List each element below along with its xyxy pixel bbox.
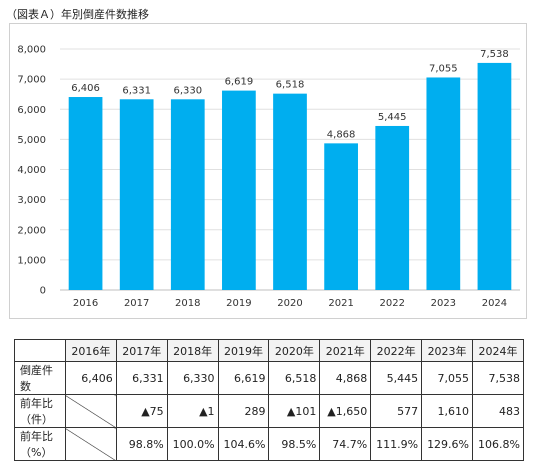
table-cell: 4,868 xyxy=(319,361,372,395)
year-header: 2020年 xyxy=(268,339,321,362)
x-tick-label: 2019 xyxy=(226,298,251,309)
y-tick-label: 1,000 xyxy=(17,255,46,266)
x-tick-label: 2021 xyxy=(328,298,353,309)
x-tick-label: 2017 xyxy=(124,298,149,309)
year-header: 2016年 xyxy=(64,339,117,362)
row-label: 前年比（%） xyxy=(14,427,66,461)
table-cell: ▲1 xyxy=(166,394,219,428)
year-header: 2018年 xyxy=(166,339,219,362)
y-tick-label: 0 xyxy=(40,286,46,297)
y-tick-label: 3,000 xyxy=(17,195,46,206)
table-cell: ▲75 xyxy=(115,394,168,428)
y-tick-label: 6,000 xyxy=(17,105,46,116)
bar xyxy=(119,99,154,290)
table-row: 前年比（%） 98.8% 100.0% 104.6% 98.5% 74.7% 1… xyxy=(14,427,524,461)
table-cell: 100.0% xyxy=(166,427,219,461)
y-tick-label: 8,000 xyxy=(17,45,46,56)
table-cell: ▲101 xyxy=(268,394,321,428)
data-label: 6,518 xyxy=(276,80,305,91)
table-cell: 98.8% xyxy=(115,427,168,461)
year-header: 2017年 xyxy=(115,339,168,362)
table-cell: 104.6% xyxy=(217,427,270,461)
table-cell: 6,406 xyxy=(64,361,117,395)
table-cell: 74.7% xyxy=(319,427,372,461)
data-label: 6,406 xyxy=(71,83,100,94)
bar-chart: 0 1,000 2,000 3,000 4,000 5,000 6,000 7,000 8,00… xyxy=(17,45,520,309)
table-header-row: 2016年 2017年 2018年 2019年 2020年 2021年 2022… xyxy=(14,339,524,362)
table-cell: 7,055 xyxy=(421,361,474,395)
chart-title: （図表Ａ）年別倒産件数推移 xyxy=(6,8,149,21)
year-header: 2023年 xyxy=(421,339,474,362)
y-tick-label: 4,000 xyxy=(17,165,46,176)
diagonal-empty-cell xyxy=(64,394,117,428)
year-header: 2021年 xyxy=(319,339,372,362)
table-cell: 6,518 xyxy=(268,361,321,395)
x-tick-label: 2022 xyxy=(379,298,404,309)
data-label: 5,445 xyxy=(378,112,407,123)
table-corner-cell xyxy=(14,339,66,362)
bar xyxy=(273,93,307,290)
table-cell: 1,610 xyxy=(421,394,474,428)
data-label: 4,868 xyxy=(327,129,356,140)
table-cell: 6,619 xyxy=(217,361,270,395)
year-header: 2019年 xyxy=(217,339,270,362)
table-cell: 106.8% xyxy=(472,427,524,461)
bar xyxy=(68,97,103,290)
x-tick-label: 2024 xyxy=(482,298,507,309)
table-cell: 7,538 xyxy=(472,361,524,395)
x-tick-label: 2023 xyxy=(431,298,456,309)
table-row: 倒産件数 6,406 6,331 6,330 6,619 6,518 4,868… xyxy=(14,361,524,395)
table-cell: 483 xyxy=(472,394,524,428)
bar xyxy=(222,90,256,290)
table-cell: 98.5% xyxy=(268,427,321,461)
table-cell: 5,445 xyxy=(370,361,423,395)
table-cell: 577 xyxy=(370,394,423,428)
x-tick-label: 2016 xyxy=(73,298,98,309)
table-cell: 6,330 xyxy=(166,361,219,395)
data-label: 7,055 xyxy=(429,63,458,74)
year-header: 2024年 xyxy=(472,339,524,362)
data-label: 6,619 xyxy=(225,77,254,88)
diagonal-empty-cell xyxy=(64,427,117,461)
bar xyxy=(324,143,358,290)
data-label: 6,330 xyxy=(173,85,202,96)
x-tick-label: 2018 xyxy=(175,298,200,309)
table-cell: 289 xyxy=(217,394,270,428)
data-table: 2016年 2017年 2018年 2019年 2020年 2021年 2022… xyxy=(14,339,524,461)
y-tick-label: 2,000 xyxy=(17,225,46,236)
bar xyxy=(477,62,512,290)
table-cell: ▲1,650 xyxy=(319,394,372,428)
bar xyxy=(375,125,410,290)
row-label: 倒産件数 xyxy=(14,361,66,395)
table-row: 前年比（件） ▲75 ▲1 289 ▲101 ▲1,650 577 1,610 … xyxy=(14,394,524,428)
y-tick-label: 5,000 xyxy=(17,135,46,146)
chart-frame: 0 1,000 2,000 3,000 4,000 5,000 6,000 7,000 8,00… xyxy=(9,23,527,319)
data-label: 6,331 xyxy=(122,85,151,96)
bar xyxy=(426,77,461,290)
bar xyxy=(170,99,205,290)
y-tick-label: 7,000 xyxy=(17,75,46,86)
table-cell: 6,331 xyxy=(115,361,168,395)
data-label: 7,538 xyxy=(480,49,509,60)
table-cell: 111.9% xyxy=(370,427,423,461)
row-label: 前年比（件） xyxy=(14,394,66,428)
x-tick-label: 2020 xyxy=(277,298,302,309)
year-header: 2022年 xyxy=(370,339,423,362)
table-cell: 129.6% xyxy=(421,427,474,461)
